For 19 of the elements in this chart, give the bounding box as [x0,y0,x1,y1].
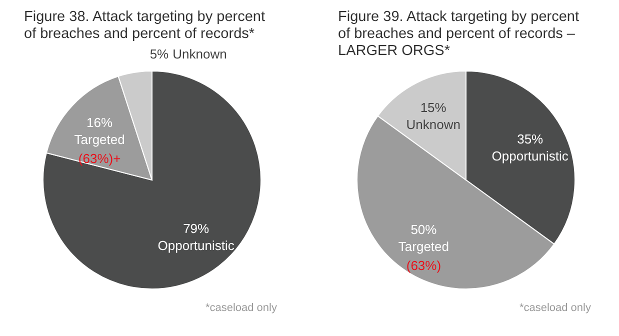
slice-label: Opportunistic [492,148,569,164]
pie-slice [42,70,262,290]
data-label: 5% [150,46,170,62]
slice-label: Targeted [398,239,450,254]
text: *caseload only [205,302,278,314]
data-label: 35% [517,131,544,146]
chart-title: Figure 39. Attack targeting by percent of breaches and percent of records – LARGER ORGS* [338,9,579,59]
data-label: 79% [183,220,210,236]
slice-label: Unknown [406,116,460,132]
chart-title: Figure 38. Attack targeting by percent of breaches and percent of records* [24,9,265,42]
slice-label: Targeted [74,132,125,147]
data-label: 15% [420,100,447,115]
data-label: 16% [86,114,113,130]
data-label: 50% [410,222,438,238]
text: (63%) [406,258,442,274]
text: (63%)+ [78,150,121,166]
text: *caseload only [519,302,592,314]
slice-label: Opportunistic [158,238,235,253]
slice-label: Unknown [172,46,227,62]
